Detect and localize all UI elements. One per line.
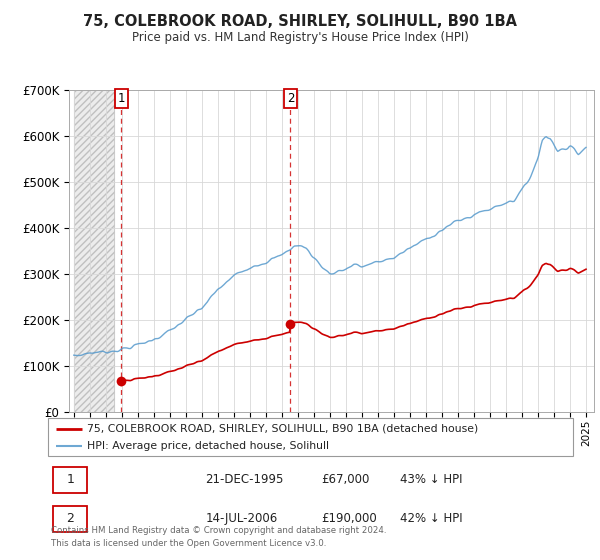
Text: £67,000: £67,000 — [321, 473, 370, 487]
Text: 75, COLEBROOK ROAD, SHIRLEY, SOLIHULL, B90 1BA (detached house): 75, COLEBROOK ROAD, SHIRLEY, SOLIHULL, B… — [88, 423, 479, 433]
Text: 2: 2 — [287, 92, 294, 105]
FancyBboxPatch shape — [53, 506, 88, 532]
Text: 1: 1 — [67, 473, 74, 487]
Text: 14-JUL-2006: 14-JUL-2006 — [205, 512, 278, 525]
Text: 1: 1 — [118, 92, 125, 105]
Bar — [74, 90, 114, 412]
Text: 21-DEC-1995: 21-DEC-1995 — [205, 473, 284, 487]
Bar — [74, 90, 114, 412]
Text: 75, COLEBROOK ROAD, SHIRLEY, SOLIHULL, B90 1BA: 75, COLEBROOK ROAD, SHIRLEY, SOLIHULL, B… — [83, 14, 517, 29]
Text: Price paid vs. HM Land Registry's House Price Index (HPI): Price paid vs. HM Land Registry's House … — [131, 31, 469, 44]
Text: £190,000: £190,000 — [321, 512, 377, 525]
Text: Contains HM Land Registry data © Crown copyright and database right 2024.
This d: Contains HM Land Registry data © Crown c… — [51, 526, 386, 548]
Text: 43% ↓ HPI: 43% ↓ HPI — [400, 473, 462, 487]
Text: HPI: Average price, detached house, Solihull: HPI: Average price, detached house, Soli… — [88, 441, 329, 451]
Text: 42% ↓ HPI: 42% ↓ HPI — [400, 512, 463, 525]
FancyBboxPatch shape — [53, 467, 88, 493]
FancyBboxPatch shape — [48, 418, 573, 456]
Text: 2: 2 — [67, 512, 74, 525]
